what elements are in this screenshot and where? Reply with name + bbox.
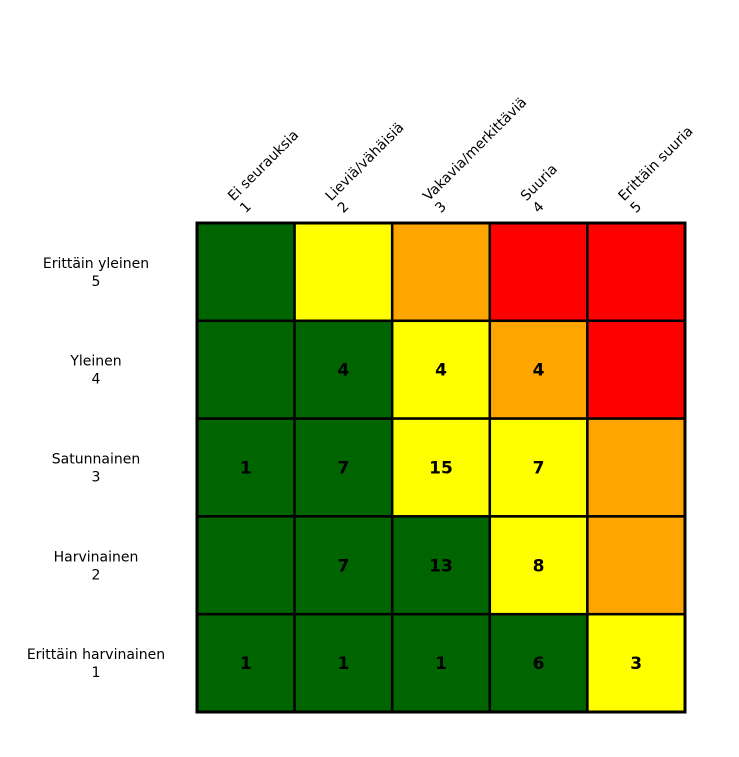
cell-value-r4-c2: 7 — [337, 556, 349, 576]
cell-value-r4-c3: 13 — [429, 556, 453, 576]
cell-value-r5-c4: 6 — [533, 654, 545, 674]
cell-value-r3-c2: 7 — [337, 459, 349, 479]
row-label-name: Harvinainen — [54, 549, 139, 565]
matrix-cell-r1-c1 — [195, 221, 296, 323]
matrix-cell-r4-c1 — [195, 515, 296, 616]
matrix-cell-r2-c1 — [195, 319, 296, 420]
cell-value-r3-c1: 1 — [240, 459, 252, 479]
cell-value-r5-c5: 3 — [630, 654, 642, 674]
cell-value-r5-c3: 1 — [435, 654, 447, 674]
matrix-cell-r2-c3 — [390, 319, 492, 420]
cell-value-r2-c3: 4 — [435, 361, 447, 381]
column-label-number: 2 — [335, 199, 353, 217]
column-label-number: 5 — [628, 199, 646, 217]
row-label-number: 4 — [92, 372, 101, 388]
column-label-name: Vakavia/merkittäviä — [420, 95, 530, 205]
row-label-5: Erittäin harvinainen 1 — [27, 647, 165, 681]
cell-value-r3-c3: 15 — [429, 459, 453, 479]
matrix-cell-r1-c5 — [586, 221, 687, 323]
matrix-cell-r5-c2 — [293, 612, 394, 714]
matrix-cell-r5-c1 — [195, 612, 296, 714]
column-label-name: Lieviä/vähäisiä — [323, 120, 408, 205]
row-label-1: Erittäin yleinen 5 — [43, 256, 149, 290]
matrix-cell-r2-c5 — [586, 319, 687, 420]
cell-value-r4-c4: 8 — [533, 556, 545, 576]
matrix-border — [195, 221, 687, 714]
cell-values: 4 4 4 1 7 15 7 7 13 8 1 1 1 6 3 — [240, 361, 642, 674]
cell-value-r2-c4: 4 — [533, 361, 545, 381]
column-label-name: Suuria — [518, 161, 561, 204]
matrix-cell-r5-c3 — [390, 612, 492, 714]
row-label-name: Erittäin harvinainen — [27, 647, 165, 663]
matrix-cell-r1-c3 — [390, 221, 492, 323]
matrix-cell-r4-c5 — [586, 515, 687, 616]
row-labels: Erittäin yleinen 5 Yleinen 4 Satunnainen 3 Har… — [27, 256, 165, 681]
row-label-3: Satunnainen 3 — [52, 452, 140, 486]
row-label-name: Yleinen — [69, 354, 121, 370]
row-label-name: Satunnainen — [52, 452, 140, 468]
cell-value-r2-c2: 4 — [337, 361, 349, 381]
column-label-number: 4 — [530, 199, 548, 217]
matrix-cell-r3-c2 — [293, 417, 394, 518]
matrix-cell-r4-c3 — [390, 515, 492, 616]
cell-value-r5-c2: 1 — [337, 654, 349, 674]
column-label-number: 3 — [432, 199, 450, 217]
column-labels: Ei seurauksia1Lieviä/vähäisiä2Vakavia/me… — [225, 95, 697, 217]
matrix-cell-r4-c4 — [488, 515, 589, 616]
row-label-name: Erittäin yleinen — [43, 256, 149, 272]
column-label-number: 1 — [237, 199, 255, 217]
matrix-cell-r1-c4 — [488, 221, 589, 323]
row-label-number: 1 — [92, 665, 101, 681]
matrix-cells — [195, 221, 687, 714]
cell-value-r3-c4: 7 — [533, 459, 545, 479]
row-label-number: 3 — [92, 470, 101, 486]
matrix-cell-r3-c5 — [586, 417, 687, 518]
matrix-cell-r3-c4 — [488, 417, 589, 518]
matrix-cell-r1-c2 — [293, 221, 394, 323]
column-label-name: Ei seurauksia — [225, 127, 302, 204]
row-label-number: 5 — [92, 274, 101, 290]
row-label-2: Yleinen 4 — [69, 354, 121, 388]
column-label-name: Erittäin suuria — [616, 123, 697, 204]
cell-value-r5-c1: 1 — [240, 654, 252, 674]
row-label-4: Harvinainen 2 — [54, 549, 139, 583]
row-label-number: 2 — [92, 567, 101, 583]
matrix-cell-r4-c2 — [293, 515, 394, 616]
